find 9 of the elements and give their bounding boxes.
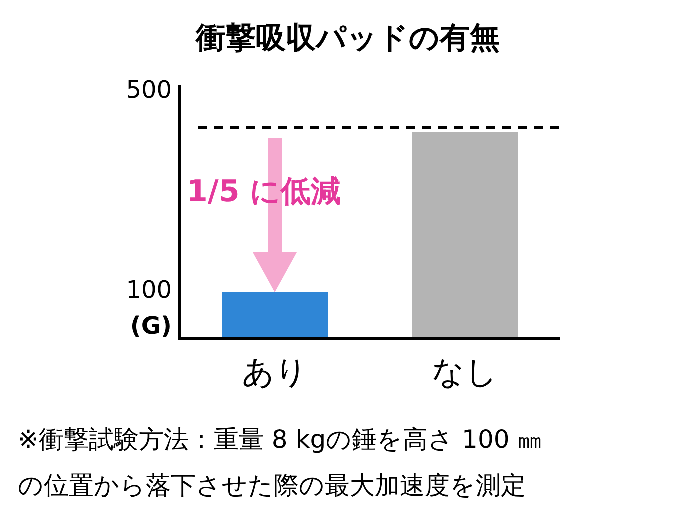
x-tick-label: なし [432,353,498,391]
y-tick-label: 100 [126,276,172,304]
text: ※衝撃試験方法：重量 8 kgの錘を高さ 100 ㎜ [18,425,543,454]
chart-title: 衝撃吸収パッドの有無 [195,21,500,56]
y-axis-title: (G) [130,312,172,340]
x-tick-label: あり [242,353,308,391]
text: の位置から落下させた際の最大加速度を測定 [18,471,526,500]
annotation: 1/5 に低減 [187,174,342,210]
y-tick-label: 500 [126,76,172,104]
